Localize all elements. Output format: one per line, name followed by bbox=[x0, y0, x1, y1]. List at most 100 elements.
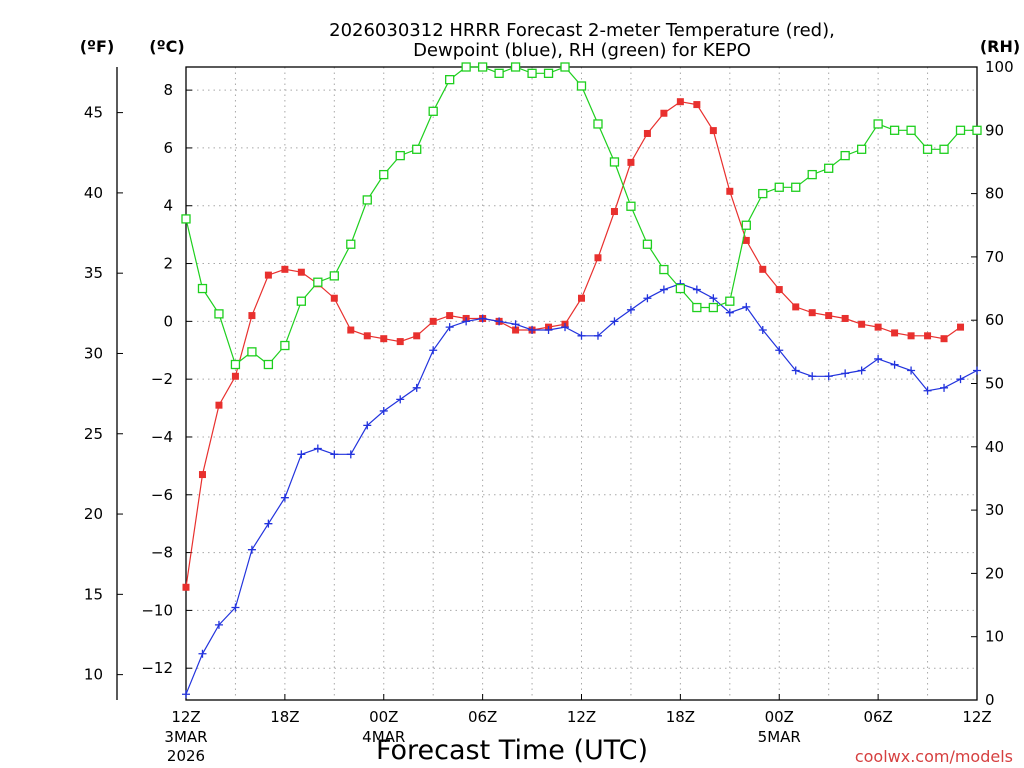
temperature-point bbox=[380, 335, 388, 343]
rh-point bbox=[181, 214, 191, 224]
dewpoint-point bbox=[692, 285, 701, 294]
dewpoint-point bbox=[824, 372, 833, 381]
temperature-point bbox=[446, 312, 454, 320]
rh-point bbox=[280, 340, 290, 351]
celsius-tick-label: 2 bbox=[163, 255, 173, 273]
rh-point bbox=[428, 106, 438, 116]
x-tick-label: 18Z bbox=[270, 708, 299, 726]
dewpoint-point bbox=[725, 308, 734, 317]
rh-point bbox=[593, 119, 603, 129]
celsius-tick-label: 0 bbox=[163, 312, 173, 330]
data-series bbox=[181, 62, 982, 699]
fahrenheit-tick-label: 45 bbox=[84, 104, 103, 122]
fahrenheit-tick-label: 25 bbox=[84, 425, 103, 443]
dewpoint-point bbox=[593, 331, 602, 340]
rh-point bbox=[576, 81, 587, 91]
temperature-point bbox=[808, 309, 816, 317]
temperature-point bbox=[264, 271, 272, 279]
x-tick-date: 3MAR bbox=[164, 728, 207, 746]
rh-point bbox=[197, 283, 208, 294]
temperature-point bbox=[825, 312, 833, 320]
temperature-point bbox=[676, 98, 684, 106]
temperature-point bbox=[907, 332, 915, 340]
dewpoint-point bbox=[198, 649, 207, 658]
rh-point bbox=[675, 283, 686, 294]
rh-point bbox=[955, 125, 966, 135]
dewpoint-point bbox=[857, 366, 866, 375]
dewpoint-point bbox=[758, 326, 767, 335]
rh-point bbox=[659, 264, 669, 275]
rh-point bbox=[560, 62, 570, 72]
dewpoint-point bbox=[231, 603, 240, 612]
temperature-point bbox=[610, 208, 618, 216]
rh-point bbox=[774, 182, 784, 192]
rh-tick-label: 70 bbox=[985, 248, 1004, 266]
rh-point bbox=[412, 144, 422, 154]
dewpoint-point bbox=[182, 690, 190, 699]
temperature-point bbox=[693, 101, 701, 109]
temperature-point bbox=[413, 332, 421, 340]
rh-point bbox=[840, 150, 850, 161]
rh-point bbox=[527, 68, 537, 78]
temperature-point bbox=[627, 158, 635, 166]
chart-title-line1: 2026030312 HRRR Forecast 2-meter Tempera… bbox=[329, 20, 835, 41]
temperature-point bbox=[198, 471, 206, 479]
celsius-tick-label: 8 bbox=[163, 81, 173, 99]
unit-label-fahrenheit: (ºF) bbox=[80, 37, 115, 56]
dewpoint-point bbox=[363, 421, 372, 430]
x-tick-label: 12Z bbox=[171, 708, 200, 726]
temperature-point bbox=[512, 326, 520, 334]
fahrenheit-tick-label: 30 bbox=[84, 344, 103, 362]
x-tick-label: 06Z bbox=[468, 708, 497, 726]
dewpoint-point bbox=[412, 383, 421, 392]
rh-point bbox=[758, 188, 768, 199]
rh-point bbox=[972, 125, 982, 135]
temperature-point bbox=[841, 314, 849, 322]
dewpoint-point bbox=[214, 620, 223, 629]
celsius-tick-label: −12 bbox=[141, 659, 173, 677]
fahrenheit-tick-label: 20 bbox=[84, 505, 103, 523]
dewpoint-point bbox=[874, 354, 883, 363]
rh-tick-label: 80 bbox=[985, 185, 1004, 203]
temperature-point bbox=[231, 372, 239, 380]
axes: −12 −10 −8 −6 −4 −2 0 2 4 6 8 10 15 20 25 30 35 40 45 0 10 20… bbox=[84, 58, 1014, 709]
rh-tick-label: 100 bbox=[985, 58, 1014, 76]
dewpoint-point bbox=[808, 372, 817, 381]
credit-text: coolwx.com/models bbox=[855, 747, 1013, 766]
rh-tick-label: 10 bbox=[985, 628, 1004, 646]
x-tick-label: 12Z bbox=[962, 708, 991, 726]
fahrenheit-tick-label: 40 bbox=[84, 184, 103, 202]
temperature-point bbox=[578, 294, 585, 302]
dewpoint-point bbox=[643, 294, 652, 303]
dewpoint-point bbox=[973, 366, 981, 375]
gridlines bbox=[186, 67, 977, 700]
rh-point bbox=[939, 144, 949, 154]
rh-point bbox=[725, 296, 735, 306]
rh-point bbox=[807, 169, 817, 180]
x-tick-date: 5MAR bbox=[758, 728, 801, 746]
x-tick-label: 00Z bbox=[765, 708, 794, 726]
rh-tick-label: 40 bbox=[985, 438, 1004, 456]
temperature-point bbox=[726, 187, 734, 195]
rh-point bbox=[263, 359, 274, 370]
rh-point bbox=[889, 125, 900, 135]
celsius-tick-label: −4 bbox=[151, 428, 173, 446]
dewpoint-point bbox=[379, 406, 388, 415]
rh-point bbox=[362, 195, 372, 205]
temperature-point bbox=[363, 332, 371, 340]
unit-label-celsius: (ºC) bbox=[149, 37, 184, 56]
dewpoint-point bbox=[709, 294, 718, 303]
dewpoint-point bbox=[280, 493, 289, 502]
rh-point bbox=[230, 359, 241, 370]
temperature-point bbox=[182, 583, 190, 591]
rh-point bbox=[445, 75, 455, 85]
x-tick-label: 18Z bbox=[666, 708, 695, 726]
dewpoint-point bbox=[659, 285, 668, 294]
dewpoint-point bbox=[841, 369, 850, 378]
celsius-tick-label: 4 bbox=[163, 197, 173, 215]
dewpoint-point bbox=[495, 317, 504, 326]
temperature-point bbox=[594, 254, 602, 262]
dewpoint-point bbox=[775, 346, 784, 355]
dewpoint-point bbox=[940, 383, 949, 392]
